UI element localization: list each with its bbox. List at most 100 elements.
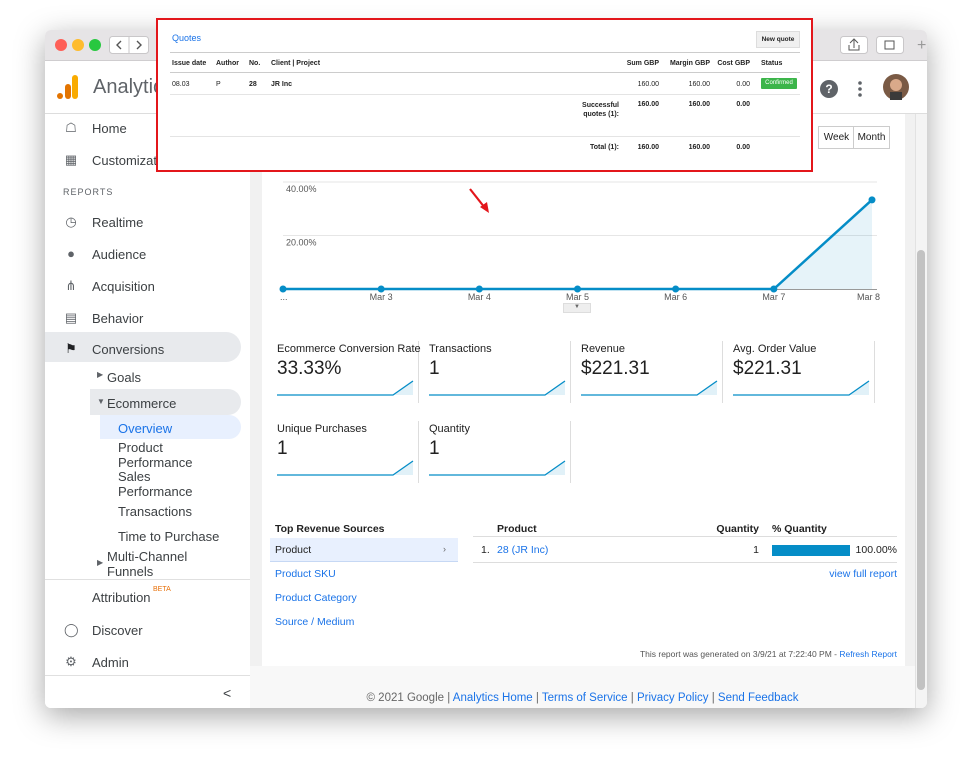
- point: [868, 196, 876, 204]
- chart-toggle[interactable]: ▼: [563, 303, 591, 313]
- col-header: Margin GBP: [669, 60, 710, 67]
- nav-item[interactable]: Ecommerce: [107, 396, 177, 411]
- sparkline-line: [733, 380, 870, 396]
- header-icons[interactable]: ?: [819, 78, 889, 100]
- sparkline: [277, 460, 414, 476]
- nav-item[interactable]: Multi-Channel Funnels: [107, 549, 188, 579]
- column-header: Product: [497, 523, 537, 535]
- footer-link[interactable]: Send Feedback: [717, 692, 799, 704]
- nav-item[interactable]: Customizati: [92, 153, 160, 168]
- quotes-popup: Quotes New quote Issue date Author No. C…: [156, 18, 813, 172]
- nav-item[interactable]: Home: [92, 121, 127, 136]
- toolbar-icons[interactable]: +: [840, 36, 926, 54]
- customization-icon: ▦: [64, 152, 78, 167]
- cell: 160.00: [688, 81, 710, 88]
- week-button[interactable]: Week: [818, 126, 855, 149]
- minimize-button[interactable]: [72, 39, 84, 51]
- nav-buttons[interactable]: [109, 36, 149, 54]
- metric-value: $221.31: [581, 358, 650, 379]
- total-value: 160.00: [688, 144, 710, 151]
- total-label: Total (1):: [589, 144, 619, 151]
- product-link[interactable]: 28 (JR Inc): [497, 544, 549, 556]
- source-item[interactable]: Product SKU: [275, 568, 336, 580]
- cell: 08.03: [172, 81, 190, 88]
- metric-label: Ecommerce Conversion Rate: [277, 343, 421, 355]
- col-header: Cost GBP: [717, 60, 750, 67]
- col-header: Sum GBP: [626, 60, 659, 67]
- close-button[interactable]: [55, 39, 67, 51]
- zoom-button[interactable]: [89, 39, 101, 51]
- source-item[interactable]: Source / Medium: [275, 616, 355, 628]
- metric-value: 1: [429, 358, 440, 379]
- scroll-thumb[interactable]: [917, 250, 925, 690]
- nav-item[interactable]: Discover: [92, 623, 143, 638]
- admin-icon: ⚙: [65, 654, 77, 669]
- summary-label: Successful quotes (1):: [582, 102, 619, 118]
- month-button[interactable]: Month: [853, 126, 890, 149]
- cell: 0.00: [736, 81, 750, 88]
- source-item-active[interactable]: Product: [275, 544, 312, 556]
- report-note: This report was generated on 3/9/21 at 7…: [640, 649, 897, 659]
- selected-source-bg: [270, 538, 458, 562]
- x-tick-label: Mar 5: [566, 292, 589, 302]
- x-tick-label: Mar 6: [664, 292, 687, 302]
- active-item-bg: [100, 415, 241, 439]
- nav-item[interactable]: Admin: [92, 655, 129, 670]
- footer-link[interactable]: Terms of Service: [541, 692, 628, 704]
- home-icon: ☖: [65, 120, 77, 135]
- report-panel: [262, 114, 905, 666]
- sparkline-area: [429, 461, 565, 475]
- footer-link[interactable]: Analytics Home: [452, 692, 533, 704]
- refresh-link[interactable]: Refresh Report: [839, 649, 897, 659]
- nav-item-active[interactable]: Overview: [118, 421, 173, 436]
- table-divider: [473, 536, 897, 537]
- metric-card: [729, 341, 875, 403]
- nav-item[interactable]: Attribution: [92, 590, 151, 605]
- x-tick-label: Mar 8: [857, 292, 880, 302]
- nav-item[interactable]: Behavior: [92, 311, 144, 326]
- nav-item[interactable]: Time to Purchase: [118, 529, 220, 544]
- source-item[interactable]: Product Category: [275, 592, 357, 604]
- nav-item[interactable]: Transactions: [118, 504, 192, 519]
- new-quote-button[interactable]: New quote: [756, 31, 800, 48]
- point: [377, 285, 385, 293]
- metric-value: 1: [429, 438, 440, 459]
- sparkline: [277, 380, 414, 396]
- nav-item[interactable]: Realtime: [92, 215, 144, 230]
- sparkline-line: [429, 460, 566, 476]
- row-divider: [170, 94, 800, 95]
- percent-bar: [772, 545, 850, 556]
- point: [279, 285, 287, 293]
- conversions-icon: ⚑: [65, 341, 77, 356]
- full-report-link[interactable]: view full report: [829, 568, 897, 580]
- user-avatar[interactable]: [882, 73, 910, 101]
- nav-item[interactable]: Acquisition: [92, 279, 155, 294]
- column-header: % Quantity: [772, 523, 827, 535]
- trend-chart: 20.00% 40.00%... Mar 3 Mar 4 Mar 5 Mar 6 Mar 7…: [279, 181, 880, 302]
- nav-item[interactable]: Product Performance: [118, 440, 193, 470]
- expand-arrow: ▶: [97, 370, 104, 379]
- x-tick-label: Mar 4: [468, 292, 491, 302]
- metric-card: [273, 341, 419, 403]
- total-value: 0.00: [736, 144, 750, 151]
- metric-label: Quantity: [429, 423, 470, 435]
- sources-title: Top Revenue Sources: [275, 523, 385, 535]
- nav-item[interactable]: Conversions: [92, 342, 165, 357]
- nav-item[interactable]: Goals: [107, 370, 141, 385]
- nav-item[interactable]: Sales Performance: [118, 469, 193, 499]
- footer-link[interactable]: Privacy Policy: [636, 692, 709, 704]
- collapse-sidebar[interactable]: <: [223, 685, 232, 701]
- footer: © 2021 Google | Analytics Home | Terms o…: [250, 692, 915, 704]
- y-tick-label: 40.00%: [286, 184, 317, 194]
- separator: |: [630, 692, 634, 704]
- acquisition-icon: ⋔: [65, 278, 77, 293]
- line: [283, 198, 873, 291]
- realtime-icon: ◷: [65, 214, 77, 229]
- row-divider: [170, 52, 800, 53]
- metric-label: Avg. Order Value: [733, 343, 817, 355]
- row-quantity: 1: [753, 544, 759, 556]
- audience-icon: ●: [67, 246, 75, 261]
- svg-text:+: +: [917, 37, 926, 54]
- nav-item[interactable]: Audience: [92, 247, 147, 262]
